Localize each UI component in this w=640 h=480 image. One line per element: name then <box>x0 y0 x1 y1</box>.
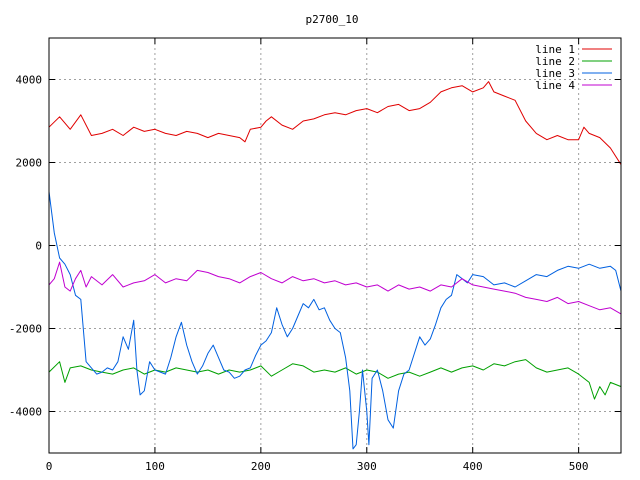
x-tick-label: 0 <box>46 460 53 473</box>
y-tick-label: 4000 <box>16 74 43 87</box>
series-line-1 <box>49 81 621 165</box>
legend-label-2: line 2 <box>535 55 575 68</box>
x-tick-label: 300 <box>357 460 377 473</box>
axis-ticks: 0 100 200 300 400 500 -4000 -2000 0 2000 4000 <box>9 38 621 473</box>
x-tick-label: 100 <box>145 460 165 473</box>
legend-label-1: line 1 <box>535 43 575 56</box>
legend-label-3: line 3 <box>535 67 575 80</box>
x-tick-label: 500 <box>569 460 589 473</box>
y-tick-label: 2000 <box>16 157 43 170</box>
x-tick-label: 400 <box>463 460 483 473</box>
legend-label-4: line 4 <box>535 79 575 92</box>
y-tick-label: 0 <box>35 240 42 253</box>
series-line-4 <box>49 261 621 315</box>
series-line-3 <box>49 191 621 450</box>
x-tick-label: 200 <box>251 460 271 473</box>
y-tick-label: -4000 <box>9 406 42 419</box>
series-layer <box>49 81 621 450</box>
chart-title: p2700_10 <box>306 13 359 26</box>
series-line-2 <box>49 359 621 400</box>
y-tick-label: -2000 <box>9 323 42 336</box>
